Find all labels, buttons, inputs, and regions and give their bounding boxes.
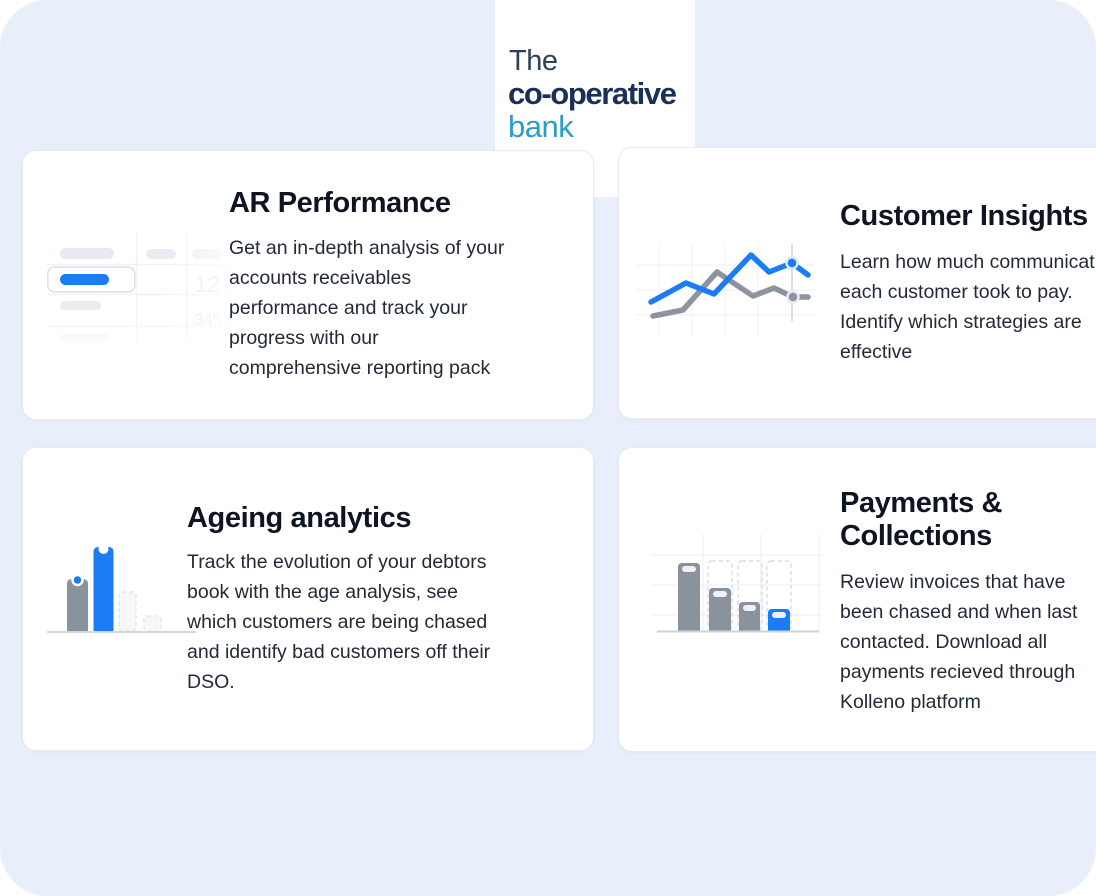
ageing-bar-chart-icon: [45, 528, 200, 641]
gray-bar: [709, 588, 731, 631]
desc-line: which customers are being chased: [187, 611, 488, 633]
card-customer-insights[interactable]: Customer Insights Learn how much communi…: [618, 147, 1096, 419]
card-description-customer-insights: Learn how much communication each custom…: [840, 247, 1096, 367]
desc-line: performance and track your: [229, 297, 468, 319]
dashed-bar: [143, 615, 162, 632]
desc-line: Get an in-depth analysis of your: [229, 237, 505, 259]
gray-data-point: [786, 290, 800, 304]
white-marker-dot: [98, 544, 109, 554]
desc-line: Review invoices that have: [840, 571, 1066, 593]
card-title-ageing-analytics: Ageing analytics: [187, 502, 412, 534]
desc-line: Kolleno platform: [840, 691, 981, 713]
gray-bar: [678, 563, 700, 631]
card-description-ar-performance: Get an in-depth analysis of your account…: [229, 233, 504, 383]
card-payments-collections[interactable]: Payments & Collections Review invoices t…: [618, 447, 1096, 752]
desc-line: book with the age analysis, see: [187, 581, 459, 603]
card-title-ar-performance: AR Performance: [229, 187, 451, 219]
title-line: Collections: [840, 520, 992, 552]
spreadsheet-report-icon: 12 345: [47, 231, 232, 354]
blue-marker-dot: [71, 573, 84, 587]
desc-line: Track the evolution of your debtors: [187, 551, 487, 573]
dashed-target-bar: [707, 560, 733, 631]
desc-line: Learn how much communication: [840, 251, 1096, 273]
logo-text-bank: bank: [508, 109, 574, 144]
desc-line: comprehensive reporting pack: [229, 357, 491, 379]
desc-line: progress with our: [229, 327, 379, 349]
logo-text-the: The: [509, 45, 558, 77]
descending-bars-icon: [651, 530, 823, 641]
dashed-target-bar: [766, 560, 792, 631]
desc-line: and identify bad customers off their: [187, 641, 491, 663]
desc-line: contacted. Download all: [840, 631, 1048, 653]
card-description-ageing-analytics: Track the evolution of your debtors book…: [187, 547, 490, 697]
highlighted-blue-cell-bar: [60, 274, 109, 285]
desc-line: accounts receivables: [229, 267, 412, 289]
desc-line: effective: [840, 341, 913, 363]
card-description-payments-collections: Review invoices that have been chased an…: [840, 567, 1077, 717]
logo-text-cooperative: co-operative: [508, 76, 677, 111]
title-line: Payments &: [840, 487, 1003, 519]
card-title-customer-insights: Customer Insights: [840, 200, 1088, 232]
gray-bar: [67, 579, 88, 631]
bank-logo-panel: The co-operative bank: [495, 0, 695, 197]
desc-line: DSO.: [187, 671, 235, 693]
desc-line: Identify which strategies are: [840, 311, 1082, 333]
desc-line: payments recieved through: [840, 661, 1076, 683]
card-title-payments-collections: Payments & Collections: [840, 487, 1002, 553]
card-ageing-analytics[interactable]: Ageing analytics Track the evolution of …: [22, 447, 594, 751]
desc-line: each customer took to pay.: [840, 281, 1073, 303]
desc-line: been chased and when last: [840, 601, 1078, 623]
dashed-target-bar: [737, 560, 763, 631]
line-chart-icon: [636, 241, 816, 346]
blue-bar: [93, 547, 114, 631]
blue-data-point: [785, 256, 799, 270]
dashed-bar: [118, 591, 137, 632]
card-ar-performance[interactable]: 12 345 AR Performance: [22, 150, 594, 420]
